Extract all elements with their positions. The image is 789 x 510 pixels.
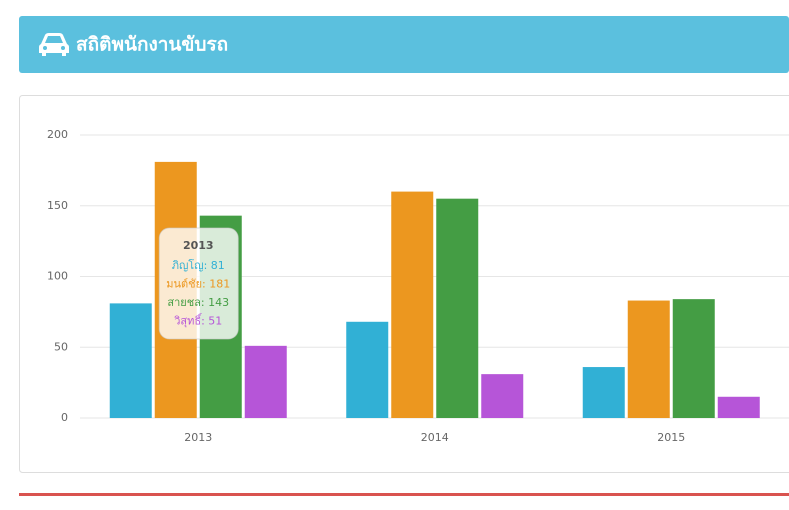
y-tick-label: 0 <box>61 411 68 424</box>
y-tick-label: 100 <box>47 270 68 283</box>
bar <box>245 346 287 418</box>
bar <box>436 199 478 418</box>
bar <box>110 303 152 418</box>
bar <box>628 301 670 418</box>
bar <box>583 367 625 418</box>
panel-title: สถิติพนักงานขับรถ <box>76 34 228 56</box>
y-tick-label: 200 <box>47 128 68 141</box>
tooltip-item: วิสุทธิ์: 51 <box>173 313 222 328</box>
bar <box>718 397 760 418</box>
tooltip-item: ภิญโญ: 81 <box>172 258 225 272</box>
tooltip-item: มนต์ชัย: 181 <box>166 278 230 291</box>
bar <box>673 299 715 418</box>
tooltip-item: สายชล: 143 <box>167 296 229 309</box>
next-panel-border <box>19 493 789 496</box>
tooltip-title: 2013 <box>183 239 214 252</box>
x-tick-label: 2014 <box>421 431 449 444</box>
tooltip: 2013 ภิญโญ: 81 มนต์ชัย: 181 สายชล: 143 วิสุท… <box>159 228 238 339</box>
y-tick-label: 50 <box>54 340 68 353</box>
bar <box>481 374 523 418</box>
x-tick-label: 2013 <box>184 431 212 444</box>
x-tick-label: 2015 <box>657 431 685 444</box>
y-tick-label: 150 <box>47 199 68 212</box>
bar <box>391 192 433 418</box>
bar <box>346 322 388 418</box>
